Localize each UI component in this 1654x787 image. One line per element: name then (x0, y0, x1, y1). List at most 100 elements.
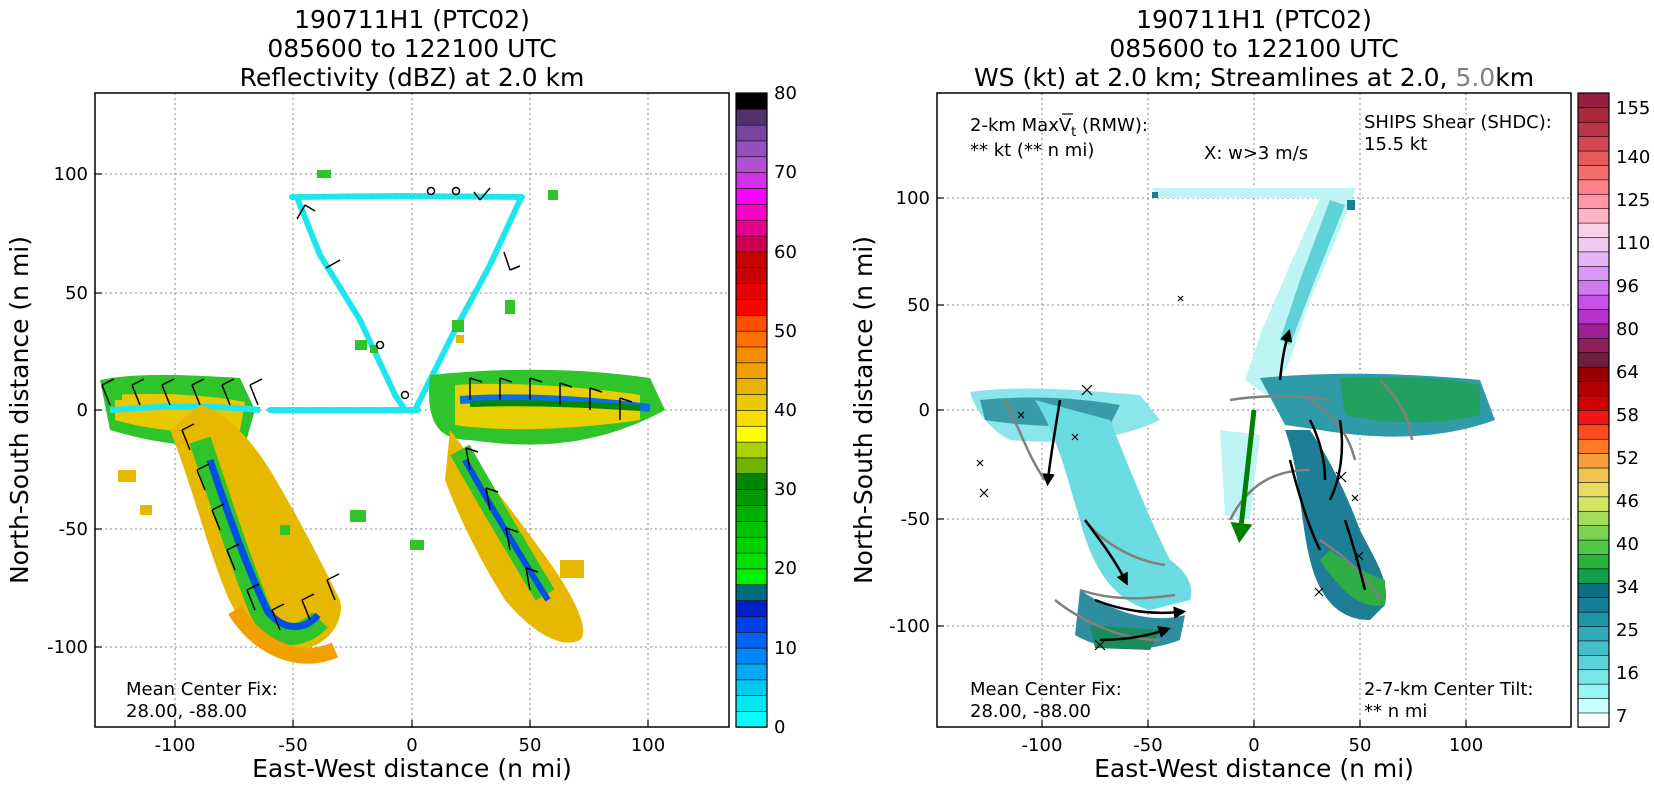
right-title-line-3-prefix: WS (kt) at 2.0 km; Streamlines at 2.0, (974, 63, 1456, 92)
left-colorbar-segment (735, 536, 768, 554)
left-colorbar-segment (735, 282, 768, 300)
right-colorbar-segment (1577, 352, 1610, 368)
left-colorbar-segment (735, 140, 768, 158)
left-colorbar-segment (735, 377, 768, 395)
right-colorbar-segment (1577, 207, 1610, 224)
left-y-tick: -50 (59, 519, 88, 540)
right-colorbar-tick: 16 (1616, 663, 1639, 684)
left-colorbar-segment (735, 156, 768, 173)
right-colorbar-tick: 140 (1616, 147, 1650, 168)
right-colorbar-tick: 52 (1616, 448, 1639, 469)
left-colorbar-segment (735, 251, 768, 269)
right-x-tick: 50 (1349, 735, 1372, 756)
right-colorbar-segment (1577, 251, 1610, 267)
right-colorbar-segment (1577, 582, 1610, 599)
left-wind-barbs (101, 186, 633, 631)
right-colorbar-segment (1577, 467, 1610, 483)
right-updraft-markers (976, 295, 1364, 651)
right-colorbar: 7 16 25 34 40 46 52 58 64 80 96 110 125 … (1577, 92, 1650, 728)
left-colorbar-segment (735, 647, 768, 665)
left-colorbar-segment (735, 552, 768, 570)
left-x-tick: 0 (406, 735, 417, 756)
left-colorbar-segment (735, 124, 768, 142)
right-colorbar-segment (1577, 236, 1610, 253)
right-y-tick: 100 (896, 188, 930, 209)
right-colorbar-tick: 7 (1616, 706, 1627, 727)
right-ticks (937, 197, 1467, 727)
left-colorbar-segment (735, 108, 768, 126)
right-colorbar-segment (1577, 280, 1610, 296)
right-colorbar-segment (1577, 625, 1610, 642)
max-vt-value: ** kt (** n mi) (970, 140, 1094, 161)
left-colorbar-segment (735, 171, 768, 189)
left-colorbar-segment (735, 710, 768, 728)
left-colorbar-segment (735, 441, 768, 459)
right-x-tick: -50 (1133, 735, 1162, 756)
right-colorbar-segment (1577, 611, 1610, 627)
left-colorbar-tick: 0 (774, 717, 785, 738)
right-colorbar-segment (1577, 265, 1610, 282)
right-colorbar-tick: 110 (1616, 233, 1650, 254)
right-colorbar-segment (1577, 424, 1610, 440)
right-x-tick: -100 (1022, 735, 1063, 756)
left-center-fix-label: Mean Center Fix: (126, 679, 278, 700)
right-colorbar-segment (1577, 164, 1610, 181)
right-colorbar-tick: 125 (1616, 190, 1650, 211)
right-colorbar-tick: 46 (1616, 491, 1639, 512)
left-colorbar-tick: 70 (774, 162, 797, 183)
left-colorbar-segment (735, 504, 768, 522)
left-title-line-1: 190711H1 (PTC02) (294, 5, 530, 34)
right-colorbar-tick: 155 (1616, 98, 1650, 119)
right-colorbar-segment (1577, 395, 1610, 411)
right-colorbar-segment (1577, 481, 1610, 498)
left-y-tick: -100 (47, 637, 88, 658)
right-colorbar-segment (1577, 510, 1610, 526)
right-colorbar-segment (1577, 409, 1610, 426)
right-colorbar-segments (1577, 92, 1610, 728)
ships-shear-label: SHIPS Shear (SHDC): (1364, 112, 1552, 133)
left-colorbar-segment (735, 187, 768, 205)
right-colorbar-tick: 34 (1616, 577, 1639, 598)
left-colorbar-tick: 80 (774, 83, 797, 104)
right-colorbar-segment (1577, 568, 1610, 584)
right-streamlines-2km (1042, 329, 1367, 642)
left-colorbar-segment (735, 599, 768, 617)
left-colorbar-segment (735, 679, 768, 697)
left-colorbar-tick: 40 (774, 400, 797, 421)
left-x-tick-labels: -100 -50 0 50 100 (155, 735, 666, 756)
left-y-axis-label: North-South distance (n mi) (5, 236, 34, 584)
left-colorbar-segment (735, 298, 768, 316)
right-y-tick: 0 (919, 400, 930, 421)
right-title-line-3-highlight: 5.0 (1455, 63, 1495, 92)
right-panel: 190711H1 (PTC02) 085600 to 122100 UTC WS… (849, 5, 1650, 783)
left-colorbar-segment (735, 267, 768, 284)
left-colorbar-segment (735, 520, 768, 538)
left-colorbar-segment (735, 663, 768, 681)
right-x-tick: 0 (1248, 735, 1259, 756)
right-x-tick-labels: -100 -50 0 50 100 (1022, 735, 1484, 756)
ships-shear-value: 15.5 kt (1364, 134, 1427, 155)
left-colorbar-tick: 10 (774, 638, 797, 659)
left-colorbar-frame (735, 92, 768, 728)
right-colorbar-segment (1577, 438, 1610, 454)
right-y-axis-label: North-South distance (n mi) (849, 236, 878, 584)
right-colorbar-tick: 96 (1616, 276, 1639, 297)
left-colorbar-segment (735, 393, 768, 411)
left-colorbar-segment (735, 615, 768, 633)
right-y-tick: -50 (901, 509, 930, 530)
right-colorbar-frame (1577, 92, 1610, 728)
right-colorbar-segment (1577, 135, 1610, 152)
right-colorbar-segment (1577, 553, 1610, 570)
right-colorbar-segment (1577, 222, 1610, 238)
right-y-tick-labels: 100 50 0 -50 -100 (889, 188, 930, 637)
left-colorbar-segment (735, 219, 768, 237)
right-colorbar-segment (1577, 640, 1610, 656)
left-colorbar-tick-labels: 0 10 20 30 40 50 60 70 80 (774, 83, 797, 738)
left-reflectivity-field (100, 170, 665, 664)
center-tilt-label: 2-7-km Center Tilt: (1364, 679, 1533, 700)
right-center-fix-label: Mean Center Fix: (970, 679, 1122, 700)
max-vt-text: 2-km MaxV (970, 115, 1072, 136)
max-vt-rmw: (RMW): (1076, 115, 1148, 136)
left-colorbar-tick: 20 (774, 558, 797, 579)
